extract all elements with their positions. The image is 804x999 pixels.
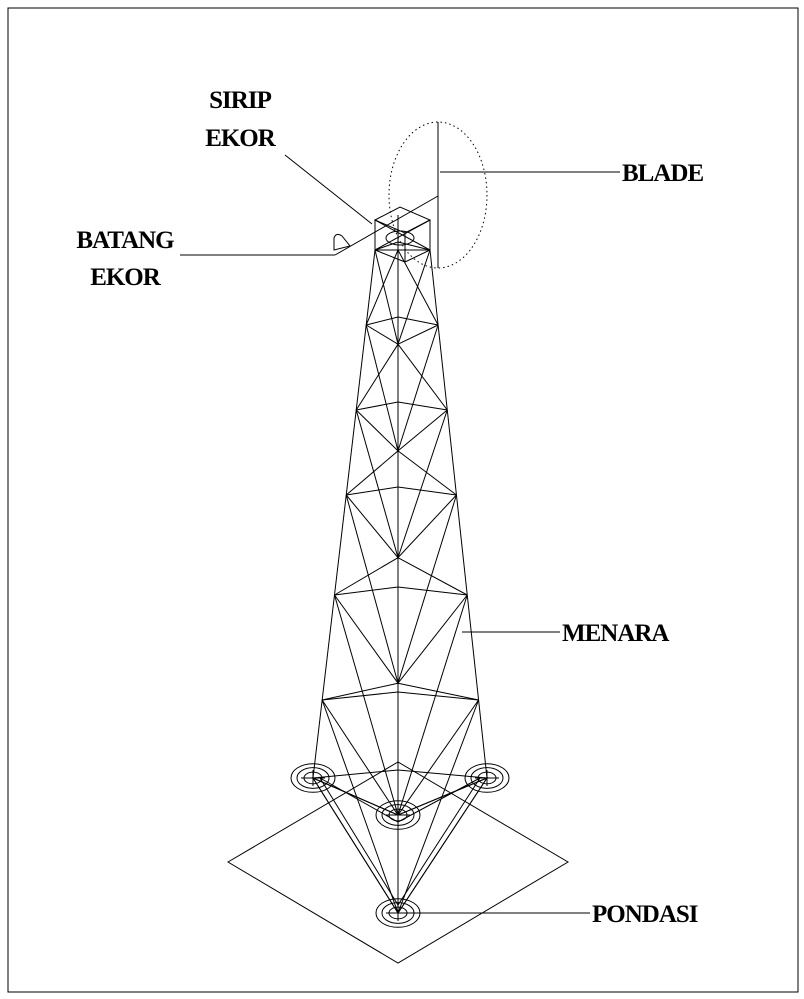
tower-member [398,595,467,683]
label: SIRIP [209,87,271,114]
tower-member [398,344,447,410]
tower-member [322,692,398,700]
tower-member [398,317,438,325]
label: EKOR [90,264,162,291]
tower-member [322,683,398,700]
tower-member [366,325,398,344]
tower-member [398,587,467,595]
tower-member [398,558,467,595]
tower-member [356,402,398,410]
page: SIRIP EKOR BLADE BATANG EKOR MENARA POND… [0,0,804,999]
leader-sirip [285,155,372,224]
frame [8,8,798,992]
foundation-frame [313,778,487,913]
tower-member [398,325,438,451]
label: MENARA [562,620,669,647]
tower-member [398,692,479,700]
tower-member [334,595,398,815]
tower-member [346,495,398,683]
tower-member [322,700,398,913]
tower-member [398,495,456,558]
tower-member [398,410,447,558]
tower-member [398,700,479,913]
label: PONDASI [592,901,698,928]
tower-member [334,558,398,595]
tower-member [322,700,398,815]
tower-member [398,410,447,451]
foundation-frame [320,778,480,905]
tower-member [334,587,398,595]
tower-member [356,410,398,558]
tower-member [366,325,398,451]
diagram: SIRIP EKOR BLADE BATANG EKOR MENARA POND… [0,0,804,999]
tower-leg [313,250,375,778]
tower-member [334,595,398,683]
tower-member [398,495,456,683]
label: EKOR [205,125,277,152]
tower-member [375,250,405,262]
tower-head [375,207,430,233]
tower-member [398,402,447,410]
label: BATANG [76,227,174,254]
tower-member [346,495,398,558]
label: BLADE [622,160,703,187]
tower-member [398,250,430,344]
